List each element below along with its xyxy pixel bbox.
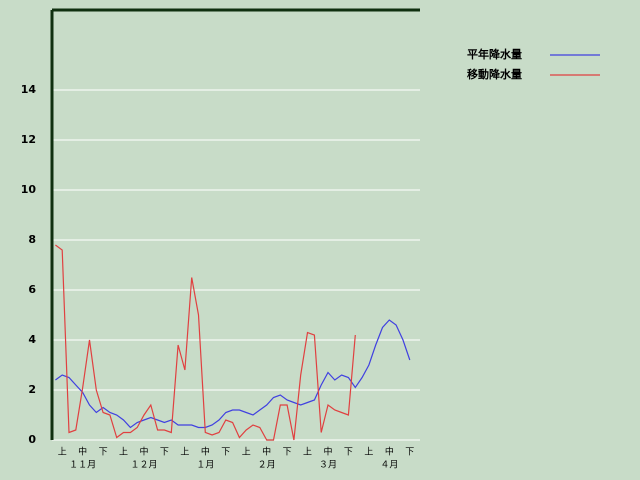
y-tick-label: 10 xyxy=(21,183,37,196)
x-tick-label: 上 xyxy=(119,447,128,458)
legend-label: 移動降水量 xyxy=(467,67,522,81)
x-tick-label: 下 xyxy=(344,448,353,458)
y-tick-label: 12 xyxy=(21,133,36,146)
x-tick-label: 中 xyxy=(139,446,148,458)
month-label: ４月 xyxy=(380,460,398,471)
month-label: ２月 xyxy=(258,460,276,471)
x-tick-label: 下 xyxy=(283,448,292,458)
x-tick-label: 中 xyxy=(385,446,394,458)
series-line xyxy=(55,244,356,441)
y-tick-label: 8 xyxy=(28,233,36,246)
series-line xyxy=(55,319,411,429)
y-tick-label: 6 xyxy=(28,283,36,296)
month-label: ３月 xyxy=(319,460,337,471)
y-tick-label: 0 xyxy=(28,433,36,446)
x-tick-label: 中 xyxy=(323,446,332,458)
month-label: １１月 xyxy=(69,460,96,471)
y-tick-label: 14 xyxy=(21,83,37,96)
x-tick-label: 上 xyxy=(303,447,312,458)
x-tick-label: 下 xyxy=(99,448,108,458)
month-label: １月 xyxy=(196,460,214,471)
x-tick-label: 中 xyxy=(262,446,271,458)
x-tick-label: 下 xyxy=(160,448,169,458)
x-tick-label: 中 xyxy=(201,446,210,458)
x-tick-label: 下 xyxy=(405,448,414,458)
x-tick-label: 中 xyxy=(78,446,87,458)
x-tick-label: 上 xyxy=(242,447,251,458)
x-tick-label: 上 xyxy=(58,447,67,458)
x-tick-label: 上 xyxy=(364,447,373,458)
legend-label: 平年降水量 xyxy=(467,47,522,61)
x-tick-label: 上 xyxy=(180,447,189,458)
y-tick-label: 4 xyxy=(28,333,36,346)
x-tick-label: 下 xyxy=(221,448,230,458)
y-tick-label: 2 xyxy=(28,383,36,396)
month-label: １２月 xyxy=(130,460,157,471)
